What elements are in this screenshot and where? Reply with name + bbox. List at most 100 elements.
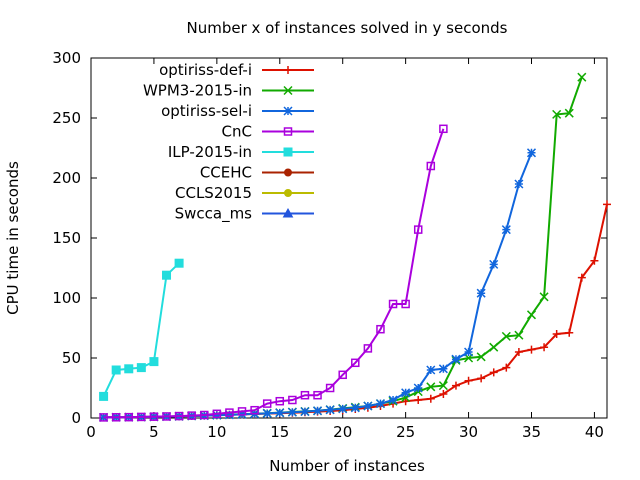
series-CnC	[99, 124, 448, 422]
data-point	[275, 396, 285, 406]
series-line	[103, 128, 445, 419]
data-point	[325, 405, 335, 415]
chart-title: Number x of instances solved in y second…	[187, 19, 508, 37]
legend-item: CCLS2015	[175, 184, 314, 202]
y-tick-label: 250	[52, 109, 81, 127]
data-point	[501, 225, 511, 235]
legend-label: CCLS2015	[175, 184, 252, 202]
data-point	[212, 409, 222, 419]
legend-label: WPM3-2015-in	[143, 82, 252, 100]
data-point	[413, 225, 423, 234]
data-point	[224, 410, 234, 420]
data-point	[162, 412, 171, 421]
data-point	[477, 374, 486, 383]
data-point	[514, 348, 523, 356]
legend-marker	[283, 147, 293, 157]
data-point	[439, 390, 448, 398]
data-point	[363, 344, 373, 353]
legend: optiriss-def-i WPM3-2015-in optiriss-sel-i…	[143, 61, 314, 224]
legend-label: CCEHC	[200, 164, 252, 182]
data-point	[162, 270, 172, 280]
data-point	[124, 364, 134, 374]
data-point	[451, 381, 460, 390]
x-tick-label: 5	[149, 423, 159, 441]
axes: 0 5 10 15 20 25 30 35 40 0 50 100 150 200 250 300	[52, 49, 608, 441]
data-point	[351, 358, 360, 368]
legend-item: ILP-2015-in	[168, 143, 314, 161]
y-tick-label: 50	[62, 349, 81, 367]
data-point	[438, 381, 448, 391]
data-point	[439, 124, 448, 134]
data-point	[426, 382, 436, 392]
legend-item: WPM3-2015-in	[143, 82, 314, 100]
data-point	[136, 363, 146, 373]
data-point	[577, 72, 587, 82]
y-axis-label: CPU time in seconds	[4, 161, 22, 315]
data-point	[426, 394, 435, 403]
y-tick-label: 200	[52, 169, 81, 187]
series-line	[102, 262, 180, 397]
data-point	[99, 413, 108, 422]
series-ILP-2015-in	[99, 258, 184, 401]
data-point	[275, 408, 285, 418]
legend-label: CnC	[222, 123, 252, 141]
data-point	[262, 399, 272, 408]
y-tick-label: 150	[52, 229, 81, 247]
data-point	[288, 395, 297, 405]
data-point	[262, 408, 272, 418]
data-point	[237, 407, 247, 416]
legend-marker	[284, 66, 292, 74]
x-tick-label: 0	[86, 423, 96, 441]
data-point	[338, 370, 347, 380]
data-point	[149, 412, 159, 421]
legend-item: optiriss-sel-i	[161, 102, 314, 120]
x-tick-label: 20	[333, 423, 352, 441]
data-point	[514, 330, 524, 340]
data-point	[388, 395, 398, 405]
data-point	[111, 413, 121, 422]
data-point	[489, 259, 499, 269]
data-point	[325, 383, 335, 393]
data-point	[564, 108, 574, 118]
data-point	[313, 406, 323, 416]
y-tick-label: 300	[52, 49, 81, 67]
data-point	[577, 273, 586, 282]
data-point	[526, 148, 537, 158]
series-WPM3-2015-in	[99, 72, 587, 422]
data-point	[539, 292, 549, 302]
data-point	[300, 407, 310, 417]
data-point	[300, 390, 310, 400]
legend-marker	[282, 207, 294, 218]
data-point	[502, 363, 511, 372]
data-point	[111, 365, 121, 375]
series-line	[103, 204, 608, 419]
data-point	[552, 109, 562, 119]
legend-item: optiriss-def-i	[159, 61, 314, 79]
data-point	[99, 391, 109, 401]
data-point	[174, 411, 184, 421]
legend-label: Swcca_ms	[175, 205, 253, 224]
series-line	[103, 76, 583, 419]
y-tick-label: 0	[71, 409, 81, 427]
data-point	[413, 383, 423, 393]
data-point	[287, 407, 297, 417]
x-axis-label: Number of instances	[269, 457, 425, 475]
data-point	[527, 345, 536, 354]
x-tick-label: 30	[459, 423, 478, 441]
data-point	[200, 410, 209, 420]
legend-marker	[283, 85, 293, 96]
data-point	[99, 412, 109, 422]
x-tick-label: 25	[396, 423, 415, 441]
data-point	[401, 388, 411, 398]
data-point	[438, 364, 448, 374]
data-point	[414, 396, 423, 404]
series-line	[103, 152, 533, 419]
data-point	[225, 408, 234, 417]
data-point	[464, 376, 473, 385]
data-point	[350, 403, 360, 413]
data-point	[464, 347, 474, 357]
data-point	[565, 328, 574, 337]
legend-label: optiriss-def-i	[159, 61, 252, 79]
data-point	[174, 258, 184, 268]
data-point	[489, 368, 498, 377]
